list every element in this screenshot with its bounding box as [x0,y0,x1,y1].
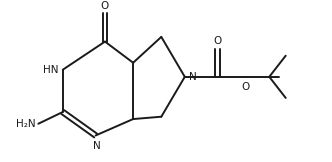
Text: H₂N: H₂N [16,119,36,129]
Text: N: N [190,72,197,82]
Text: N: N [93,141,100,151]
Text: HN: HN [43,65,59,75]
Text: O: O [242,81,250,92]
Text: O: O [101,1,109,11]
Text: O: O [213,36,222,46]
